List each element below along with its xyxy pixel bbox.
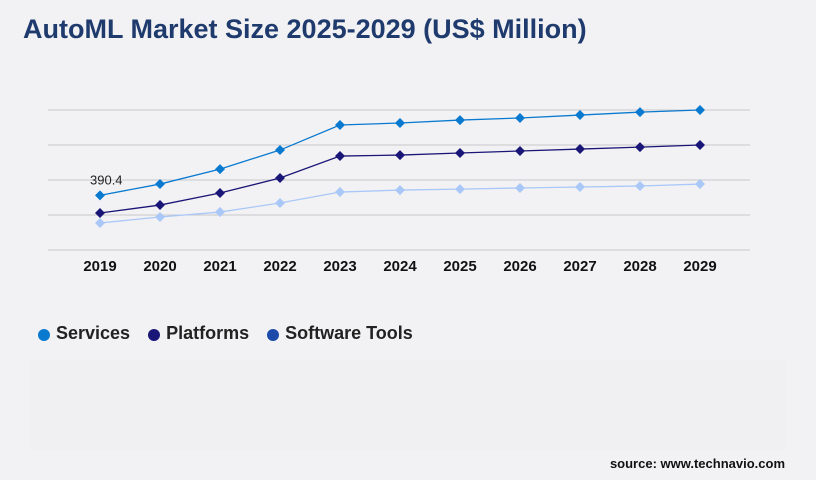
- data-point: [455, 147, 465, 158]
- legend: Services Platforms Software Tools: [38, 323, 413, 344]
- data-point: [155, 211, 165, 222]
- legend-label: Platforms: [166, 323, 250, 343]
- data-label: 390.4: [90, 172, 123, 187]
- data-point: [575, 110, 585, 121]
- data-point: [335, 151, 345, 162]
- data-point: [95, 217, 105, 228]
- data-point: [95, 190, 105, 201]
- data-point: [215, 188, 225, 199]
- legend-label: Services: [56, 323, 131, 343]
- data-point: [335, 187, 345, 198]
- data-point: [575, 144, 585, 155]
- line-chart: 2019 2020 2021 2022 2023 2024 2025 2026 2027 2028…: [48, 105, 750, 275]
- legend-marker-icon: [148, 329, 161, 341]
- data-point: [395, 118, 405, 129]
- x-tick-label: 2025: [443, 258, 476, 275]
- data-point: [635, 142, 645, 153]
- legend-item: Services: [38, 323, 130, 344]
- data-point: [635, 107, 645, 118]
- data-point: [515, 182, 525, 193]
- data-point: [155, 179, 165, 190]
- background-panel: [30, 360, 786, 450]
- chart-title: AutoML Market Size 2025-2029 (US$ Millio…: [23, 14, 587, 44]
- data-point: [575, 182, 585, 192]
- data-point: [215, 207, 225, 218]
- source-text: source: www.technavio.com: [609, 456, 785, 471]
- data-point: [695, 105, 705, 115]
- x-tick-label: 2022: [263, 258, 296, 275]
- legend-item: Software Tools: [267, 323, 413, 344]
- data-point: [515, 146, 525, 157]
- legend-label: Software Tools: [285, 323, 413, 343]
- legend-marker-icon: [38, 329, 50, 341]
- data-point: [95, 208, 105, 219]
- data-point: [455, 115, 465, 126]
- data-point: [395, 185, 405, 196]
- x-tick-label: 2021: [203, 258, 236, 275]
- x-tick-label: 2020: [143, 258, 176, 275]
- x-tick-label: 2029: [683, 258, 716, 275]
- data-point: [275, 173, 285, 184]
- legend-item: Platforms: [148, 323, 249, 344]
- data-point: [515, 112, 525, 123]
- data-point: [455, 184, 465, 195]
- data-point: [215, 164, 225, 175]
- data-point: [635, 181, 645, 192]
- x-tick-label: 2024: [383, 258, 417, 275]
- data-point: [695, 140, 705, 150]
- data-point: [275, 145, 285, 156]
- x-tick-label: 2026: [503, 258, 536, 275]
- data-point: [335, 119, 345, 130]
- x-tick-label: 2028: [623, 258, 656, 275]
- x-tick-label: 2019: [83, 258, 116, 275]
- data-point: [155, 200, 165, 211]
- legend-marker-icon: [267, 329, 280, 341]
- data-point: [275, 197, 285, 208]
- x-tick-label: 2023: [323, 258, 356, 275]
- data-point: [395, 150, 405, 161]
- x-tick-label: 2027: [563, 258, 596, 275]
- data-point: [695, 179, 705, 190]
